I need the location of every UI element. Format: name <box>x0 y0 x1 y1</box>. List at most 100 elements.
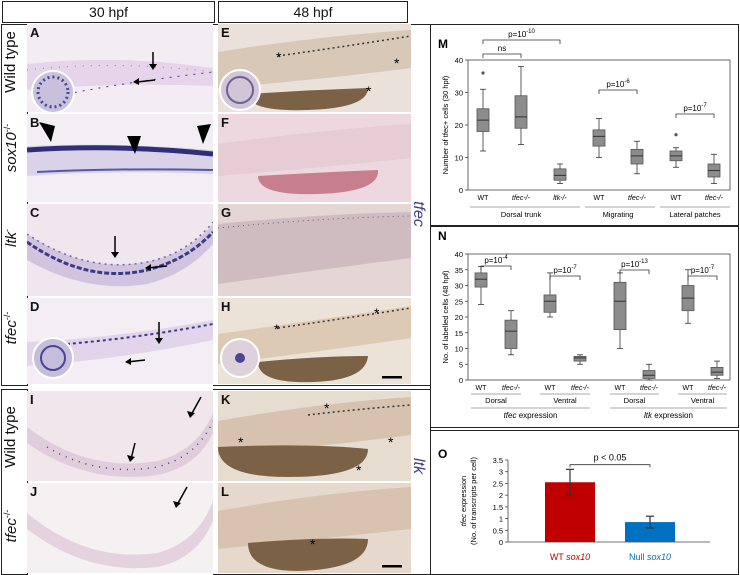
subgroup-label: Ventral <box>691 396 715 405</box>
box <box>504 319 518 349</box>
panel-C: C <box>27 204 213 296</box>
y-axis-label-2: (No. of transcripts per cell) <box>469 457 478 545</box>
embryo-L-image: * <box>218 487 411 571</box>
panel-label-N: N <box>438 229 447 243</box>
y-tick-label: 40 <box>455 250 463 259</box>
asterisk-K-4: * <box>356 462 362 478</box>
panel-E: * * * E <box>218 24 411 112</box>
annotation-p10-10: p=10-10 <box>508 29 535 39</box>
y-tick-label: 0 <box>459 186 463 195</box>
asterisk-E-2: * <box>394 55 400 71</box>
asterisk-L-1: * <box>310 536 316 552</box>
bracket-0 <box>480 265 512 270</box>
chart-M: M Number of tfec+ cells (30 hpf) 0 10 20 30 4… <box>438 29 731 219</box>
row-label-sox10: sox10-/- <box>2 123 20 173</box>
group-label-dorsal-trunk: Dorsal trunk <box>501 210 542 219</box>
asterisk-E-1: * <box>276 49 282 65</box>
y-tick-label: 10 <box>455 154 463 163</box>
group-label-1: ltk expression <box>644 411 693 420</box>
annotation-p-0: p=10-4 <box>484 255 508 265</box>
panel-label-H: H <box>221 299 231 314</box>
panel-label-J: J <box>30 484 38 499</box>
panel-label-M: M <box>438 37 448 51</box>
y-axis-label: No. of labelled cells (48 hpf) <box>441 270 450 363</box>
box <box>573 355 587 362</box>
group-label-migrating: Migrating <box>603 210 634 219</box>
panel-K: * * * * K <box>218 391 411 481</box>
panel-label-K: K <box>221 392 231 407</box>
y-tick-label: 0 <box>459 376 463 385</box>
x-tick-label: ltk-/- <box>553 195 567 202</box>
embryo-J-image <box>27 486 213 569</box>
x-category-label: WT sox10 <box>550 552 590 562</box>
subgroup-label: Dorsal <box>485 396 507 405</box>
asterisk-H-1: * <box>274 321 280 337</box>
y-tick-label: 1.5 <box>493 503 503 512</box>
y-tick-label: 1 <box>499 515 503 524</box>
scale-bar-top <box>382 376 402 379</box>
panel-M-frame <box>430 24 739 226</box>
box <box>710 366 724 376</box>
group-label-lateral-patches: Lateral patches <box>669 210 721 219</box>
y-tick-label: 20 <box>455 313 463 322</box>
row-label-ltk: ltk- <box>2 229 20 247</box>
panel-L: * L <box>218 483 411 573</box>
y-tick-label: 3 <box>499 468 503 477</box>
y-tick-label: 2 <box>499 491 503 500</box>
x-tick-label: tfec-/- <box>502 385 521 392</box>
bracket-p10-6 <box>598 89 638 94</box>
embryo-C-image <box>27 221 213 287</box>
panel-A: A <box>27 24 213 112</box>
x-tick-label: tfec-/- <box>708 385 727 392</box>
annotation-p10-6: p=10-6 <box>606 79 630 89</box>
asterisk-K-1: * <box>324 400 330 416</box>
y-axis-label-1: tfec expression <box>459 476 468 526</box>
y-tick-label: 0.5 <box>493 526 503 535</box>
panel-label-A: A <box>30 25 40 40</box>
panel-G: G <box>218 204 411 296</box>
panel-label-E: E <box>221 25 230 40</box>
y-tick-label: 30 <box>455 282 463 291</box>
chart-O: O 0 0.5 1 1.5 2 2.5 3 3.5 tfec expression (No. of… <box>438 447 710 562</box>
gene-label-tfec: tfec <box>409 201 427 227</box>
panel-label-F: F <box>221 115 229 130</box>
embryo-F-image <box>218 124 411 195</box>
y-tick-label: 30 <box>455 89 463 98</box>
panel-I: I <box>27 391 213 481</box>
bracket-p10-7 <box>675 113 715 118</box>
panel-H: * * H <box>218 298 411 384</box>
bracket-p10-10 <box>482 39 561 44</box>
embryo-E-image: * * * <box>218 30 411 111</box>
annotation-ns: ns <box>498 44 506 53</box>
embryo-G-image <box>218 212 411 284</box>
bracket-ns <box>482 53 522 58</box>
embryo-H-image: * * <box>218 305 411 383</box>
panel-label-L: L <box>221 484 229 499</box>
box <box>474 272 488 288</box>
annotation-p10-7: p=10-7 <box>683 103 707 113</box>
box-outlier <box>674 133 678 137</box>
header-30hpf: 30 hpf <box>2 1 215 23</box>
y-tick-label: 35 <box>455 266 463 275</box>
box <box>553 168 567 181</box>
y-tick-label: 15 <box>455 329 463 338</box>
y-tick-label: 20 <box>455 121 463 130</box>
y-tick-label: 2.5 <box>493 479 503 488</box>
annotation-p-3: p=10-7 <box>691 265 715 275</box>
box <box>514 95 528 129</box>
subgroup-label: Ventral <box>553 396 577 405</box>
asterisk-K-3: * <box>388 434 394 450</box>
x-tick-label: WT <box>476 385 488 392</box>
x-tick-label: tfec-/- <box>705 195 724 202</box>
annotation-p-2: p=10-13 <box>621 259 648 269</box>
panel-N-frame <box>430 226 739 428</box>
panel-B: B <box>27 114 213 202</box>
embryo-A-image <box>27 52 213 112</box>
y-tick-label: 0 <box>499 538 503 547</box>
box <box>642 370 656 379</box>
panel-label-D: D <box>30 299 40 314</box>
box <box>592 129 606 147</box>
row-label-tfec: tfec-/- <box>2 311 20 345</box>
gene-label-ltk: ltk <box>410 458 427 474</box>
bracket-3 <box>687 275 718 280</box>
